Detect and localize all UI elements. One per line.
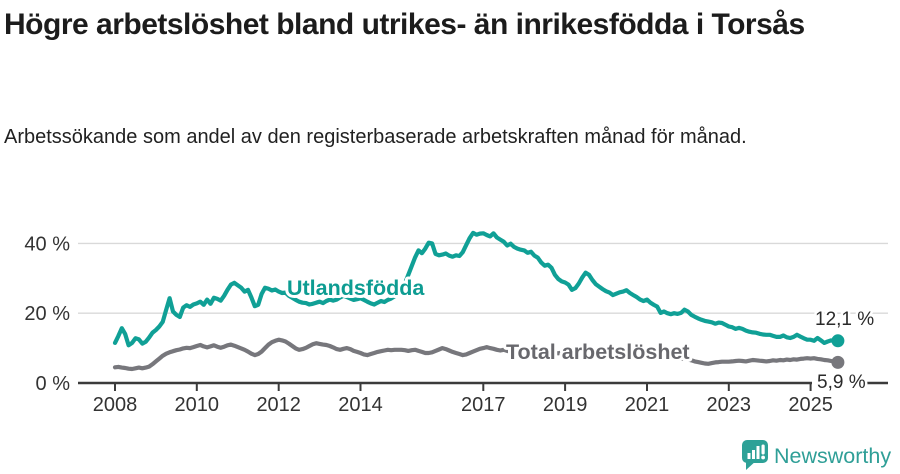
series-label-utlandsfodda: Utlandsfödda	[287, 276, 425, 300]
bar-chart-speech-bubble-icon	[742, 440, 768, 470]
end-value-label-total: 5,9 %	[817, 372, 866, 393]
x-tick-label: 2017	[461, 394, 506, 416]
x-tick-label: 2021	[625, 394, 670, 416]
newsworthy-logo: Newsworthy	[742, 440, 891, 470]
y-tick-label: 0 %	[36, 373, 71, 395]
x-tick-label: 2025	[788, 394, 833, 416]
x-tick-label: 2023	[707, 394, 752, 416]
end-value-label-bg	[812, 372, 866, 391]
page-subtitle: Arbetssökande som andel av den registerb…	[4, 126, 747, 148]
brand-name: Newsworthy	[774, 444, 891, 468]
x-tick-label: 2014	[338, 394, 383, 416]
x-tick-label: 2012	[256, 394, 301, 416]
x-tick-label: 2019	[543, 394, 588, 416]
x-tick-label: 2008	[93, 394, 138, 416]
series-line-1	[112, 337, 840, 372]
series-end-dot-0	[831, 334, 845, 348]
series-line-0	[112, 230, 840, 348]
page-title: Högre arbetslöshet bland utrikes- än inr…	[4, 8, 805, 41]
x-tick-label: 2010	[175, 394, 220, 416]
series-end-dot-1	[831, 355, 845, 369]
y-tick-label: 20 %	[24, 303, 70, 325]
series-label-total-arbetsloshet: Total arbetslöshet	[506, 340, 690, 364]
end-value-label-utlandsfodda: 12,1 %	[815, 309, 874, 330]
y-tick-label: 40 %	[24, 233, 70, 255]
chart-dynamic: 0 % 20 % 40 % 2008 2010 2012 2014 2017 2019 2021 2…	[24, 230, 888, 416]
chart-labels: Utlandsfödda Total arbetslöshet 12,1 % 5…	[284, 273, 877, 396]
